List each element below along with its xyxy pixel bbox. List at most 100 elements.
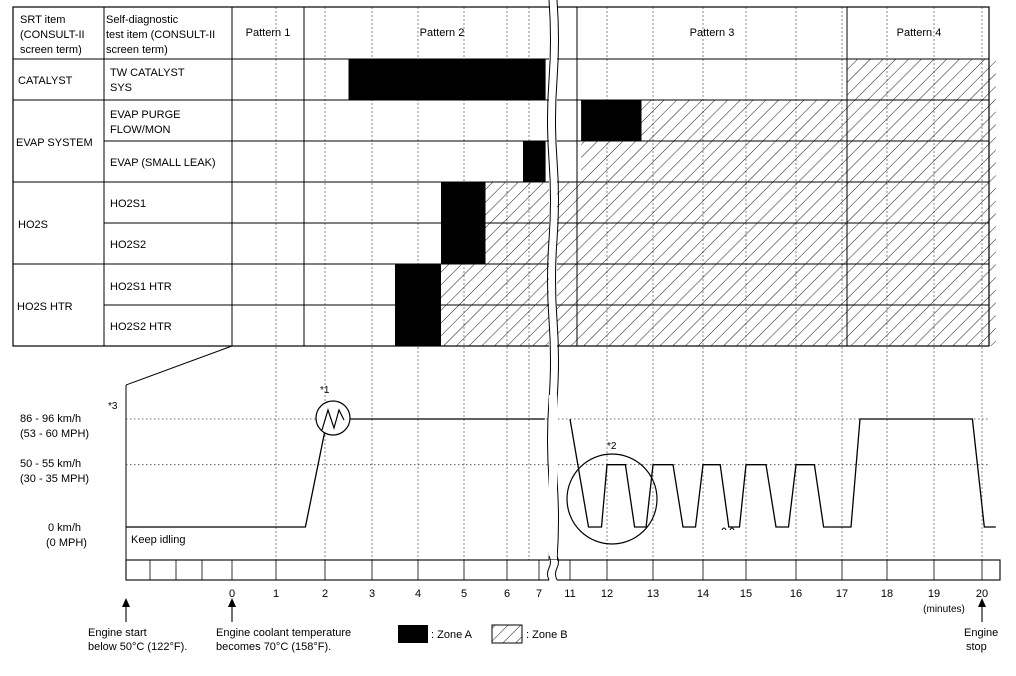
time-tick-label-13: 13 xyxy=(647,588,659,600)
note-1-circle xyxy=(315,400,351,436)
row-label-evap-small-leak: EVAP (SMALL LEAK) xyxy=(110,157,216,169)
cycle-omission-mark xyxy=(721,527,735,531)
header-pattern-4: Pattern 4 xyxy=(897,27,942,39)
engine-stop-line-1: Engine xyxy=(964,627,998,639)
zone-bars xyxy=(348,59,996,346)
zone-b-bar-row-6 xyxy=(441,264,996,305)
header-srt-item-line-1: SRT item xyxy=(20,14,65,26)
coolant-arrow-head xyxy=(228,598,236,607)
speed-label-zero-kmh: 0 km/h xyxy=(48,522,81,534)
speed-chart: *3 86 - 96 km/h (53 - 60 MPH) 50 - 55 km… xyxy=(20,345,996,580)
zone-a-bar-row-4 xyxy=(441,182,486,223)
zone-a-bar-row-6 xyxy=(395,264,441,305)
note-1-zigzag xyxy=(321,408,345,431)
time-tick-label-14: 14 xyxy=(697,588,709,600)
zone-b-bar-row-7 xyxy=(441,305,996,346)
engine-start-arrow-head xyxy=(122,598,130,607)
zone-a-bar-row-1 xyxy=(348,59,546,100)
annotations: Engine start below 50°C (122°F). Engine … xyxy=(88,598,998,653)
time-tick-label-0: 0 xyxy=(229,588,235,600)
table-outer-border xyxy=(12,6,990,347)
engine-stop-line-2: stop xyxy=(966,641,987,653)
time-tick-label-4: 4 xyxy=(415,588,421,600)
zone-b-bar-row-2 xyxy=(641,100,996,141)
header-test-item-line-3: screen term) xyxy=(106,44,168,56)
legend-zone-a-swatch xyxy=(398,625,428,643)
row-label-evap-purge-2: FLOW/MON xyxy=(110,124,171,136)
note-2-label: *2 xyxy=(607,441,617,452)
time-tick-label-11: 11 xyxy=(564,588,575,600)
header-pattern-3: Pattern 3 xyxy=(690,27,735,39)
header-srt-item-line-2: (CONSULT-II xyxy=(20,29,85,41)
keep-idling-label: Keep idling xyxy=(131,534,185,546)
zone-b-bar-row-4 xyxy=(485,182,996,223)
table-frame: SRT item (CONSULT-II screen term) Self-d… xyxy=(12,0,990,561)
header-test-item-line-2: test item (CONSULT-II xyxy=(106,29,215,41)
row-label-tw-catalyst-1: TW CATALYST xyxy=(110,67,185,79)
time-tick-label-16: 16 xyxy=(790,588,802,600)
time-tick-label-7: 7 xyxy=(536,588,542,600)
speed-profile-segment-1 xyxy=(126,418,545,528)
time-tick-label-6: 6 xyxy=(504,588,510,600)
speed-label-zero-mph: (0 MPH) xyxy=(46,537,87,549)
time-tick-label-2: 2 xyxy=(322,588,328,600)
speed-label-high-kmh: 86 - 96 km/h xyxy=(20,413,81,425)
group-label-catalyst: CATALYST xyxy=(18,75,73,87)
zone-a-bar-row-3 xyxy=(523,141,546,182)
legend-zone-a-label: : Zone A xyxy=(431,629,473,641)
time-tick-label-18: 18 xyxy=(881,588,893,600)
time-tick-label-19: 19 xyxy=(928,588,940,600)
zone-a-bar-row-2 xyxy=(581,100,642,141)
axis-break-wave-left xyxy=(547,0,551,561)
note-1-label: *1 xyxy=(320,385,330,396)
speed-label-mid-kmh: 50 - 55 km/h xyxy=(20,458,81,470)
projection-line xyxy=(125,345,233,386)
time-axis: (minutes) 0 1 2 3 4 5 6 7 11 12 13 14 15 16 17 18 19 20 xyxy=(125,555,1001,615)
engine-start-line-1: Engine start xyxy=(88,627,147,639)
coolant-line-1: Engine coolant temperature xyxy=(216,627,351,639)
axis-break-gap xyxy=(549,0,557,560)
speed-label-high-sup: *3 xyxy=(108,401,118,412)
legend-zone-b-label: : Zone B xyxy=(526,629,568,641)
speed-profile-segment-2 xyxy=(569,418,996,528)
row-label-tw-catalyst-2: SYS xyxy=(110,82,132,94)
header-test-item-line-1: Self-diagnostic xyxy=(106,14,179,26)
engine-start-line-2: below 50°C (122°F). xyxy=(88,641,187,653)
group-label-ho2s-htr: HO2S HTR xyxy=(17,301,73,313)
header-srt-item-line-3: screen term) xyxy=(20,44,82,56)
speed-label-high-mph: (53 - 60 MPH) xyxy=(20,428,89,440)
note-2-circle xyxy=(566,453,658,545)
row-label-ho2s1-htr: HO2S1 HTR xyxy=(110,281,172,293)
zone-a-bar-row-5 xyxy=(441,223,486,264)
coolant-line-2: becomes 70°C (158°F). xyxy=(216,641,331,653)
time-tick-label-3: 3 xyxy=(369,588,375,600)
zone-a-bar-row-7 xyxy=(395,305,441,346)
row-label-ho2s2-htr: HO2S2 HTR xyxy=(110,321,172,333)
chart-axis-break-gap xyxy=(549,395,557,580)
time-tick-label-12: 12 xyxy=(601,588,613,600)
group-label-evap-system: EVAP SYSTEM xyxy=(16,137,93,149)
header-pattern-1: Pattern 1 xyxy=(246,27,291,39)
engine-stop-arrow-head xyxy=(978,598,986,607)
time-axis-break-left xyxy=(547,555,551,581)
row-label-evap-purge-1: EVAP PURGE xyxy=(110,109,181,121)
zone-b-bar-row-5 xyxy=(485,223,996,264)
header-pattern-2: Pattern 2 xyxy=(420,27,465,39)
time-tick-label-15: 15 xyxy=(740,588,752,600)
time-axis-break-right xyxy=(555,555,559,581)
time-tick-label-20: 20 xyxy=(976,588,988,600)
zone-b-bar-row-1 xyxy=(846,59,996,100)
time-tick-label-17: 17 xyxy=(836,588,848,600)
time-tick-label-1: 1 xyxy=(273,588,279,600)
time-tick-label-5: 5 xyxy=(461,588,467,600)
legend-zone-b-swatch xyxy=(491,624,523,644)
row-label-ho2s1: HO2S1 xyxy=(110,198,146,210)
group-label-ho2s: HO2S xyxy=(18,219,48,231)
row-label-ho2s2: HO2S2 xyxy=(110,239,146,251)
speed-label-mid-mph: (30 - 35 MPH) xyxy=(20,473,89,485)
time-axis-break-gap xyxy=(549,560,557,581)
time-axis-unit: (minutes) xyxy=(923,604,965,615)
time-axis-band xyxy=(125,559,1001,581)
